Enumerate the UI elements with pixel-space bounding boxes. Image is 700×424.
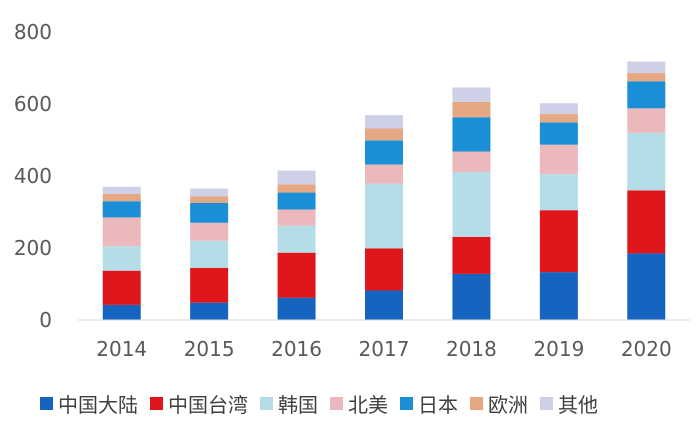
bar-segment [452,101,491,118]
bar-segment [190,203,229,223]
bar-segment [102,194,141,202]
bar-segment [102,201,141,218]
bar-segment [277,192,316,210]
bar-segment [539,272,578,320]
x-tick-label: 2017 [359,337,410,361]
bar-segment [539,174,578,211]
legend-label: 其他 [558,392,598,417]
legend-label: 北美 [348,392,388,417]
legend-item: 中国大陆 [40,389,138,418]
legend-item: 中国台湾 [150,389,248,418]
y-tick-label: 200 [14,236,52,260]
x-tick-label: 2019 [533,337,584,361]
bar-segment [277,170,316,185]
legend-swatch [470,396,483,410]
legend-swatch [260,396,273,410]
bar-segment [365,248,403,291]
legend-label: 欧洲 [488,392,528,417]
bar-segment [627,190,666,254]
bar-segment [365,164,403,184]
legend-swatch [330,396,343,410]
bar-segment [277,209,316,226]
legend-label: 韩国 [278,392,318,417]
bar-segment [452,151,491,173]
bar-segment [190,196,229,203]
y-tick-label: 400 [14,164,52,188]
x-tick-label: 2016 [271,337,322,361]
y-tick-label: 800 [14,20,52,44]
bar-segment [627,108,666,133]
bar-segment [102,217,141,247]
legend-swatch [40,396,53,410]
legend-label: 中国大陆 [58,392,138,417]
bar-segments [102,61,666,320]
bar-segment [627,253,666,320]
bar-segment [539,103,578,115]
legend-item: 日本 [400,389,458,418]
legend-swatch [150,396,163,410]
bar-segment [539,114,578,123]
x-tick-label: 2014 [96,337,147,361]
x-tick-label: 2018 [446,337,497,361]
legend-swatch [540,396,553,410]
bar-segment [365,128,403,141]
bar-segment [452,273,491,320]
bar-segment [277,184,316,193]
bar-segment [365,290,403,320]
y-axis-ticks: 0 200 400 600 800 [14,20,52,332]
legend-item: 韩国 [260,389,318,418]
y-tick-label: 0 [39,308,52,332]
bar-segment [190,222,229,241]
x-tick-label: 2015 [184,337,235,361]
bar-segment [539,144,578,175]
legend-item: 其他 [540,389,598,418]
bar-segment [365,183,403,249]
bar-segment [102,186,141,194]
legend-item: 欧洲 [470,389,528,418]
y-tick-label: 600 [14,92,52,116]
bar-segment [102,270,141,305]
x-tick-label: 2020 [621,337,672,361]
bar-segment [365,140,403,165]
bar-segment [627,61,666,74]
bar-segment [277,252,316,298]
legend-swatch [400,396,413,410]
bar-segment [190,302,229,320]
bar-segment [365,115,403,129]
legend-label: 日本 [418,392,458,417]
bar-segment [102,246,141,271]
bar-segment [452,117,491,152]
bar-segment [627,132,666,191]
legend: 中国大陆 中国台湾 韩国 北美 日本 欧洲 其他 [40,388,610,418]
bar-segment [627,73,666,82]
bar-segment [627,81,666,109]
bar-segment [452,87,491,102]
legend-item: 北美 [330,389,388,418]
bar-segment [539,122,578,145]
x-axis-ticks: 2014 2015 2016 2017 2018 2019 2020 [96,337,671,361]
bar-segment [102,304,141,320]
bar-segment [539,210,578,273]
legend-label: 中国台湾 [168,392,248,417]
bar-segment [277,297,316,320]
bar-segment [190,188,229,197]
bar-segment [190,267,229,303]
bar-segment [452,172,491,237]
bar-segment [190,240,229,268]
bar-segment [277,225,316,253]
bar-segment [452,236,491,274]
